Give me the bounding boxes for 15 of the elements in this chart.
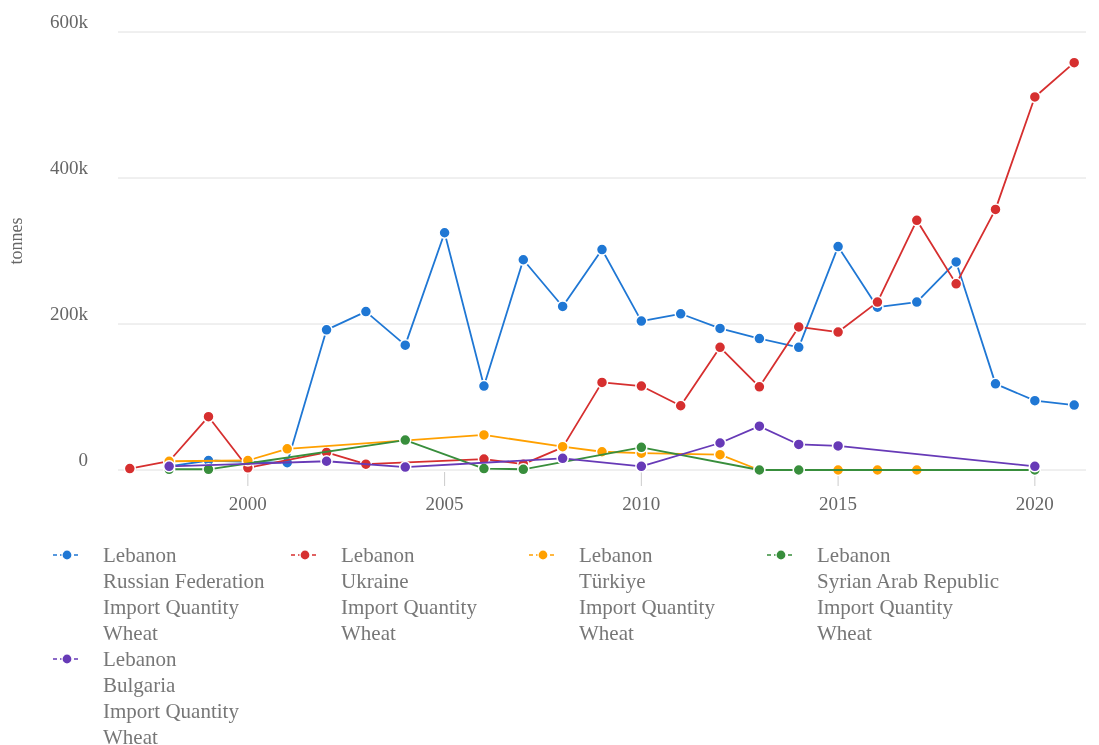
legend-label: Lebanon Türkiye Import Quantity Wheat: [579, 543, 716, 645]
y-tick-label: 600k: [50, 11, 89, 33]
legend-label: Lebanon Russian Federation Import Quantity Wheat: [103, 543, 266, 645]
legend-label: Lebanon Ukraine Import Quantity Wheat: [341, 543, 478, 645]
x-tick-label: 2000: [228, 493, 267, 514]
x-tick-label: 2010: [622, 493, 661, 514]
y-axis-title: tonnes: [6, 217, 26, 265]
x-tick-label: 2005: [425, 493, 464, 514]
y-tick-label: 0: [78, 449, 88, 471]
y-tick-label: 400k: [50, 157, 89, 179]
legend-label: Lebanon Bulgaria Import Quantity Wheat: [103, 647, 240, 745]
x-tick-label: 2020: [1015, 493, 1054, 514]
y-tick-label: 200k: [50, 303, 89, 325]
x-tick-label: 2015: [819, 493, 858, 514]
legend-label: Lebanon Syrian Arab Republic Import Quantity Wheat: [817, 543, 999, 645]
